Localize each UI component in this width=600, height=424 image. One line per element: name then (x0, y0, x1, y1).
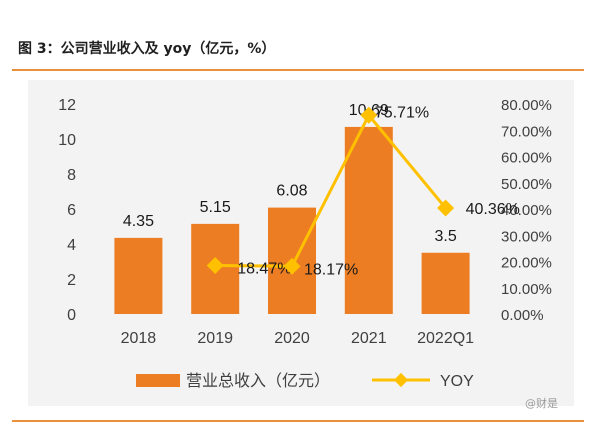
left-axis-tick-label: 4 (67, 237, 76, 254)
x-axis-tick-label: 2022Q1 (417, 330, 474, 347)
right-axis-tick-label: 10.00% (501, 281, 552, 298)
yoy-marker (206, 257, 224, 275)
legend-yoy-marker (393, 372, 409, 388)
yoy-marker (360, 106, 378, 124)
x-axis-tick-label: 2020 (274, 330, 310, 347)
x-axis-tick-label: 2019 (197, 330, 233, 347)
legend-yoy-label: YOY (440, 373, 474, 390)
x-axis-tick-label: 2018 (121, 330, 157, 347)
left-axis-tick-label: 12 (58, 97, 76, 114)
revenue-bar-label: 5.15 (200, 199, 231, 216)
right-axis-tick-label: 30.00% (501, 228, 552, 245)
bottom-divider (12, 420, 584, 422)
x-axis-tick-label: 2021 (351, 330, 387, 347)
right-axis-tick-label: 20.00% (501, 255, 552, 272)
yoy-marker (283, 257, 301, 275)
yoy-line (215, 112, 447, 268)
right-axis-tick-label: 0.00% (501, 307, 544, 324)
legend-revenue-swatch (136, 374, 180, 387)
yoy-data-label: 18.47% (237, 261, 291, 278)
yoy-data-label: 18.17% (304, 261, 358, 278)
right-axis-tick-label: 70.00% (501, 123, 552, 140)
yoy-marker (437, 199, 455, 217)
yoy-data-label: 40.36% (466, 201, 520, 218)
left-axis-tick-label: 10 (58, 132, 76, 149)
revenue-bar-label: 3.5 (434, 228, 456, 245)
left-axis-tick-label: 8 (67, 167, 76, 184)
yoy-data-label: 75.71% (375, 104, 429, 121)
left-axis-tick-label: 2 (67, 272, 76, 289)
right-axis-tick-label: 50.00% (501, 176, 552, 193)
revenue-bar (114, 237, 163, 314)
chart-title: 图 3：公司营业收入及 yoy（亿元，%） (18, 41, 276, 57)
left-axis-tick-label: 6 (67, 202, 76, 219)
watermark-text: @财是 (525, 397, 558, 410)
revenue-bar (344, 126, 393, 314)
revenue-bar-label: 6.08 (276, 183, 307, 200)
right-axis-tick-label: 80.00% (501, 97, 552, 114)
right-axis-tick-label: 60.00% (501, 150, 552, 167)
legend-revenue-label: 营业总收入（亿元） (186, 371, 330, 390)
revenue-bar-label: 4.35 (123, 213, 154, 230)
right-axis-tick-label: 40.00% (501, 202, 552, 219)
top-divider (12, 69, 584, 71)
revenue-bar (421, 252, 470, 314)
left-axis-tick-label: 0 (67, 307, 76, 324)
